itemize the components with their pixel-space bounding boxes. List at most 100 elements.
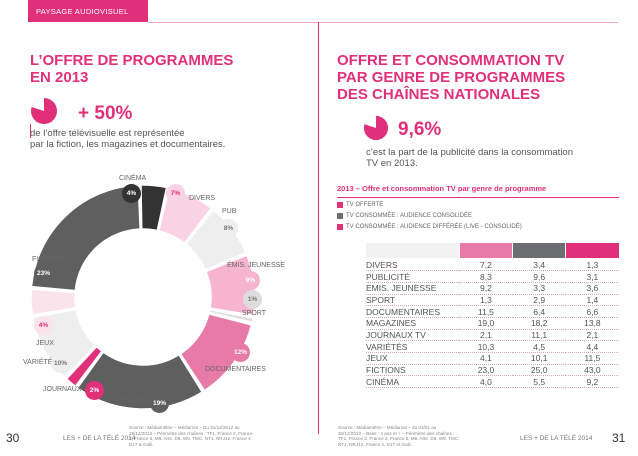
source-note-left: Source : Médiamétrie – Médiamat – Du 31/… [129, 425, 253, 447]
table-header-differee [566, 243, 619, 258]
badge-emis-jeunesse: 9% [241, 271, 260, 290]
row-value: 8,3 [459, 270, 513, 283]
table-row: MAGAZINES 19,0 18,2 13,8 [366, 317, 619, 330]
source-line: Source : Médiamétrie – Médiamat – du 02/… [338, 425, 437, 430]
legend-item-differee: TV CONSOMMÉE : AUDIENCE DIFFÉRÉE (LIVE -… [337, 224, 522, 230]
legend-item-consolidee: TV CONSOMMÉE : AUDIENCE CONSOLIDÉE [337, 213, 472, 219]
table-row: EMIS. JEUNESSE 9,2 3,3 3,6 [366, 282, 619, 295]
row-value: 6,4 [512, 305, 566, 318]
row-value: 25,0 [512, 364, 566, 377]
table-row: CINÉMA 4,0 5,5 9,2 [366, 375, 619, 389]
row-value: 2,1 [565, 329, 619, 342]
pie-icon [363, 115, 389, 141]
badge-fictions: 23% [34, 264, 53, 283]
row-value: 11,1 [512, 329, 566, 342]
row-value: 7,2 [459, 259, 513, 272]
row-value: 1,3 [565, 259, 619, 272]
donut-segment [140, 184, 168, 232]
legend-swatch [337, 202, 343, 208]
page-number-left: 30 [6, 431, 20, 445]
left-description: de l’offre télévisuelle est représentée … [30, 128, 225, 150]
row-value: 4,5 [512, 340, 566, 353]
row-value: 11,5 [565, 352, 619, 365]
badge-jeux: 4% [34, 316, 53, 335]
row-value: 1,4 [565, 294, 619, 307]
source-line: 29/12/2013 – Périmètre des chaînes : TF1… [129, 430, 253, 436]
badge-varietes: 10% [51, 354, 70, 373]
source-line: Source : Médiamétrie – Médiamat – Du 31/… [129, 425, 240, 430]
right-big-number: 9,6% [398, 119, 442, 140]
row-genre: PUBLICITÉ [366, 270, 460, 283]
chart-title: 2013 – Offre et consommation TV par genr… [337, 184, 547, 193]
row-value: 1,3 [459, 294, 513, 307]
left-heading-line2: EN 2013 [30, 69, 89, 86]
row-value: 10,1 [512, 352, 566, 365]
badge-pub: 8% [219, 219, 238, 238]
row-genre: DIVERS [366, 259, 460, 272]
row-value: 10,3 [459, 340, 513, 353]
donut-segment [30, 288, 77, 316]
center-divider [318, 22, 319, 434]
section-title: PAYSAGE AUDIOVISUEL [36, 7, 129, 16]
row-value: 9,2 [565, 375, 619, 389]
label-jeux: JEUX [36, 340, 54, 347]
left-big-number: + 50% [78, 103, 133, 124]
right-heading-line3: DES CHAÎNES NATIONALES [337, 86, 541, 103]
right-heading: OFFRE ET CONSOMMATION TV PAR GENRE DE PR… [337, 52, 565, 103]
badge-documentaires: 12% [231, 343, 250, 362]
label-pub: PUB [222, 208, 237, 215]
row-genre: JEUX [366, 352, 460, 365]
donut-segment [65, 345, 103, 388]
row-genre: SPORT [366, 294, 460, 307]
label-fictions: FICTIONS [32, 256, 65, 263]
table-header-offerte [460, 243, 512, 258]
row-value: 18,2 [512, 317, 566, 330]
table-header-blank [366, 243, 459, 258]
genre-data-table: DIVERS 7,2 3,4 1,3 PUBLICITÉ 8,3 9,6 3,1 EMIS. J… [366, 259, 619, 389]
row-value: 6,6 [565, 305, 619, 318]
right-desc-line1: c’est la part de la publicité dans la co… [366, 147, 574, 158]
left-desc-line2: par la fiction, les magazines et documen… [30, 139, 226, 150]
row-value: 2,1 [459, 329, 513, 342]
table-row: DIVERS 7,2 3,4 1,3 [366, 259, 619, 272]
right-heading-line1: OFFRE ET CONSOMMATION TV [337, 52, 565, 69]
row-value: 13,8 [565, 317, 619, 330]
row-value: 19,0 [459, 317, 513, 330]
table-row: DOCUMENTAIRES 11,5 6,4 6,6 [366, 305, 619, 318]
table-row: JOURNAUX TV 2,1 11,1 2,1 [366, 329, 619, 342]
table-row: VARIÉTÉS 10,3 4,5 4,4 [366, 340, 619, 353]
label-cinema: CINÉMA [119, 175, 147, 182]
label-varietes: VARIÉTÉS [23, 359, 58, 366]
source-note-right: Source : Médiamétrie – Médiamat – du 02/… [338, 425, 459, 447]
legend-item-tv-offerte: TV OFFERTE [337, 202, 383, 208]
row-value: 3,1 [565, 270, 619, 283]
row-value: 3,3 [512, 282, 566, 295]
footer-label-left: LES + DE LA TÉLÉ 2014 [63, 435, 136, 442]
top-rule [148, 22, 618, 23]
row-genre: EMIS. JEUNESSE [366, 282, 460, 295]
label-divers: DIVERS [189, 195, 216, 202]
left-heading: L’OFFRE DE PROGRAMMES EN 2013 [30, 52, 233, 86]
row-genre: MAGAZINES [366, 317, 460, 330]
badge-magazines: 19% [150, 394, 169, 413]
row-value: 3,4 [512, 259, 566, 272]
right-description: c’est la part de la publicité dans la co… [366, 147, 573, 169]
legend-swatch [337, 213, 343, 219]
row-value: 4,1 [459, 352, 513, 365]
badge-cinema: 4% [122, 184, 141, 203]
chart-title-rule [337, 197, 619, 198]
row-value: 4,4 [565, 340, 619, 353]
table-row: JEUX 4,1 10,1 11,5 [366, 352, 619, 365]
row-genre: DOCUMENTAIRES [366, 305, 460, 318]
label-magazines: MAGAZINES [114, 398, 156, 405]
right-desc-line2: TV en 2013. [366, 158, 418, 169]
right-heading-line2: PAR GENRE DE PROGRAMMES [337, 69, 566, 86]
row-value: 3,6 [565, 282, 619, 295]
source-line: TF1, France 2, France 3, France 5, M6, A… [338, 436, 460, 442]
donut-segment [208, 308, 254, 324]
row-value: 2,9 [512, 294, 566, 307]
accent-tick [30, 124, 31, 138]
label-emis-jeunesse: ÉMIS. JEUNESSE [227, 262, 285, 269]
row-value: 9,6 [512, 270, 566, 283]
row-value: 23,0 [459, 364, 513, 377]
